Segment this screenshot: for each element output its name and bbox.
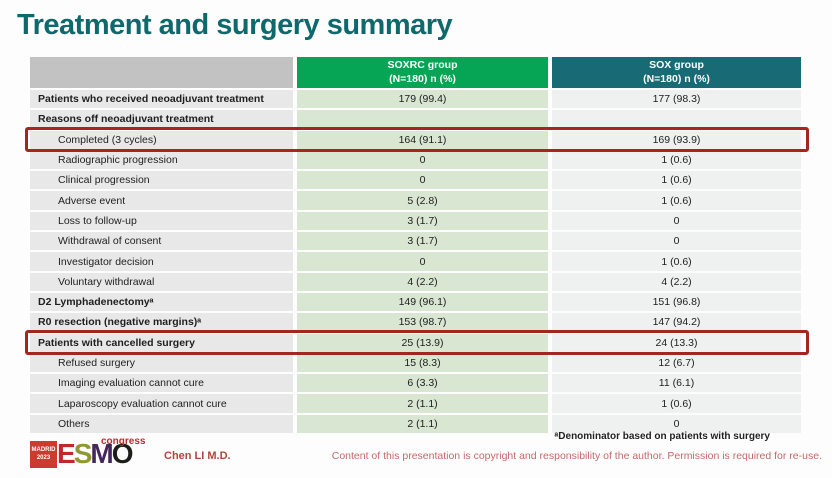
congress-label: congress [101,436,146,447]
madrid-2023-badge: MADRID 2023 [30,441,57,468]
table-row: Radiographic progression 0 1 (0.6) [30,150,801,170]
esmo-letter-m: M [90,438,113,469]
sox-value: 1 (0.6) [552,171,801,190]
row-label: Investigator decision [30,252,293,271]
row-label: Reasons off neoadjuvant treatment [30,110,293,129]
copyright-notice: Content of this presentation is copyrigh… [331,450,822,462]
sox-value: 177 (98.3) [552,90,801,109]
sox-value: 11 (6.1) [552,374,801,393]
table-row: Adverse event 5 (2.8) 1 (0.6) [30,191,801,210]
soxrc-value: 2 (1.1) [297,414,548,434]
soxrc-value: 0 [297,150,548,170]
madrid-label: MADRID [31,447,56,454]
table-header-row: SOXRC group (N=180) n (%) SOX group (N=1… [30,57,801,88]
sox-group-n: (N=180) n (%) [643,72,710,85]
row-label: Adverse event [30,191,293,210]
soxrc-value: 179 (99.4) [297,90,548,109]
sox-value: 12 (6.7) [552,353,801,373]
page-title: Treatment and surgery summary [17,9,453,41]
table-row: Investigator decision 0 1 (0.6) [30,252,801,271]
soxrc-value: 0 [297,252,548,271]
soxrc-value: 15 (8.3) [297,353,548,373]
row-label: Patients who received neoadjuvant treatm… [30,90,293,109]
table-row: D2 Lymphadenectomyᵃ 149 (96.1) 151 (96.8) [30,292,801,312]
table-row: Others 2 (1.1) 0 [30,414,801,434]
sox-value: 24 (13.3) [552,333,801,352]
table-body: Patients who received neoadjuvant treatm… [25,90,809,434]
esmo-letter-o: O [111,438,134,469]
row-label: Radiographic progression [30,150,293,170]
table-row: Withdrawal of consent 3 (1.7) 0 [30,232,801,251]
soxrc-value: 4 (2.2) [297,272,548,291]
soxrc-value: 2 (1.1) [297,394,548,413]
soxrc-value: 5 (2.8) [297,191,548,210]
soxrc-value: 6 (3.3) [297,374,548,393]
treatment-summary-table: SOXRC group (N=180) n (%) SOX group (N=1… [25,57,809,435]
table-row: Voluntary withdrawal 4 (2.2) 4 (2.2) [30,272,801,291]
sox-value: 0 [552,414,801,434]
row-label: Patients with cancelled surgery [30,333,293,352]
soxrc-value: 164 (91.1) [297,130,548,149]
row-label: Withdrawal of consent [30,232,293,251]
sox-value: 1 (0.6) [552,394,801,413]
table-row: Loss to follow-up 3 (1.7) 0 [30,211,801,231]
esmo-wordmark: ESMO [57,438,134,470]
soxrc-value: 25 (13.9) [297,333,548,352]
sox-value: 1 (0.6) [552,191,801,210]
table-row: Patients who received neoadjuvant treatm… [30,90,801,109]
soxrc-value: 153 (98.7) [297,313,548,332]
table-row: R0 resection (negative margins)ᵃ 153 (98.… [30,313,801,332]
table-row: Refused surgery 15 (8.3) 12 (6.7) [30,353,801,373]
soxrc-group-n: (N=180) n (%) [389,72,456,85]
row-label: Laparoscopy evaluation cannot cure [30,394,293,413]
row-label: Clinical progression [30,171,293,190]
header-soxrc-group: SOXRC group (N=180) n (%) [297,57,548,88]
row-label: Loss to follow-up [30,211,293,231]
sox-value: 151 (96.8) [552,292,801,312]
esmo-letter-e: E [57,438,76,469]
table-row: Imaging evaluation cannot cure 6 (3.3) 11 … [30,374,801,393]
soxrc-value: 3 (1.7) [297,232,548,251]
soxrc-group-name: SOXRC group [387,58,458,71]
sox-group-name: SOX group [649,58,704,71]
sox-value: 1 (0.6) [552,252,801,271]
table-row: Reasons off neoadjuvant treatment [30,110,801,129]
sox-value [552,110,801,129]
esmo-letter-s: S [73,438,93,469]
soxrc-value [297,110,548,129]
header-sox-group: SOX group (N=180) n (%) [552,57,801,88]
sox-value: 0 [552,232,801,251]
row-label: Refused surgery [30,353,293,373]
sox-value: 4 (2.2) [552,272,801,291]
row-label: Completed (3 cycles) [30,130,293,149]
row-label: Voluntary withdrawal [30,272,293,291]
denominator-footnote: ᵃDenominator based on patients with surg… [554,431,770,442]
table-row: Clinical progression 0 1 (0.6) [30,171,801,190]
table-row: Laparoscopy evaluation cannot cure 2 (1.1… [30,394,801,413]
soxrc-value: 149 (96.1) [297,292,548,312]
table-row: Completed (3 cycles) 164 (91.1) 169 (93.9) [25,127,809,153]
esmo-congress-logo: MADRID 2023 ESMO congress [30,436,180,472]
year-label: 2023 [36,454,51,461]
sox-value: 0 [552,211,801,231]
row-label: R0 resection (negative margins)ᵃ [30,313,293,332]
sox-value: 147 (94.2) [552,313,801,332]
row-label: Others [30,414,293,434]
soxrc-value: 0 [297,171,548,190]
sox-value: 169 (93.9) [552,130,801,149]
header-empty-cell [30,57,293,88]
sox-value: 1 (0.6) [552,150,801,170]
row-label: Imaging evaluation cannot cure [30,374,293,393]
soxrc-value: 3 (1.7) [297,211,548,231]
row-label: D2 Lymphadenectomyᵃ [30,292,293,312]
table-row: Patients with cancelled surgery 25 (13.9)… [25,330,809,356]
presenter-name: Chen LI M.D. [164,450,231,462]
